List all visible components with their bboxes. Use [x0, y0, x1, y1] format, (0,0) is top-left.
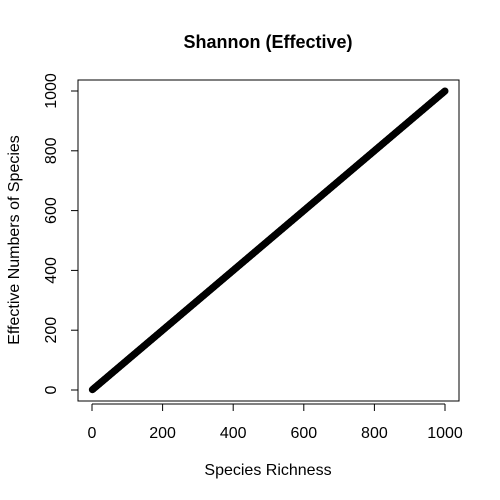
y-axis-label: Effective Numbers of Species	[6, 135, 23, 345]
x-tick-label: 800	[361, 425, 388, 442]
x-tick-label: 0	[88, 425, 97, 442]
y-tick-label: 800	[43, 137, 60, 164]
x-tick-label: 400	[220, 425, 247, 442]
x-tick-label: 600	[290, 425, 317, 442]
y-tick-label: 200	[43, 317, 60, 344]
y-tick-label: 600	[43, 197, 60, 224]
x-tick-label: 200	[149, 425, 176, 442]
y-tick-label: 0	[43, 385, 60, 394]
y-tick-label: 1000	[43, 73, 60, 109]
x-tick-label: 1000	[427, 425, 463, 442]
data-points	[88, 87, 449, 394]
x-axis-label: Species Richness	[204, 462, 331, 479]
chart-title: Shannon (Effective)	[183, 32, 352, 52]
y-tick-label: 400	[43, 257, 60, 284]
data-point	[441, 87, 449, 95]
x-axis: 0 200 400 600 800 1000	[88, 403, 463, 442]
y-axis: 0 200 400 600 800 1000	[43, 73, 79, 394]
